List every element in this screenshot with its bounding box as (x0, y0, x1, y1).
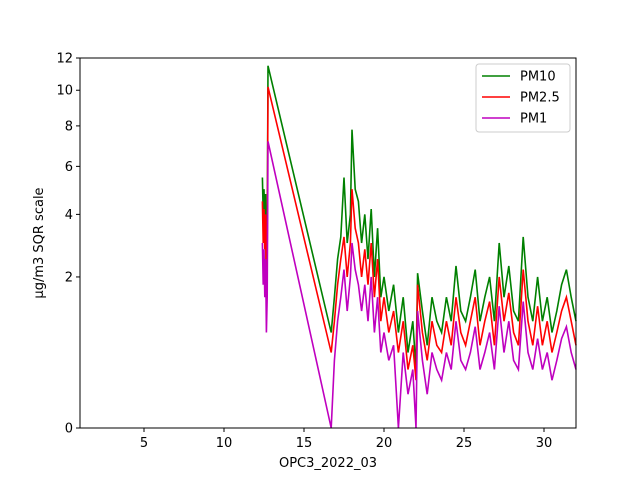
y-tick-label: 6 (65, 160, 73, 175)
series-line-pm25 (261, 86, 577, 381)
series-line-pm10 (261, 65, 577, 370)
series-layer (261, 65, 577, 429)
y-tick-label: 2 (65, 270, 73, 285)
series-line-pm1 (261, 141, 577, 429)
plot-frame (79, 57, 577, 429)
y-axis: 0 2 4 6 8 10 12 (56, 52, 80, 437)
y-tick-label: 4 (65, 208, 73, 223)
y-tick-label: 12 (56, 52, 73, 67)
legend-label: PM2.5 (520, 91, 560, 106)
legend-label: PM1 (520, 112, 547, 127)
x-tick-label: 25 (456, 436, 473, 451)
y-tick-label: 8 (65, 119, 73, 134)
y-axis-label: µg/m3 SQR scale (32, 187, 47, 298)
x-tick-label: 10 (216, 436, 233, 451)
x-tick-label: 15 (296, 436, 313, 451)
y-tick-label: 10 (56, 84, 73, 99)
legend-box (475, 63, 571, 133)
y-tick-label: 0 (65, 422, 73, 437)
legend-label: PM10 (520, 70, 556, 85)
x-tick-label: 30 (536, 436, 553, 451)
x-axis-label: OPC3_2022_03 (279, 456, 377, 471)
x-tick-label: 20 (376, 436, 393, 451)
x-tick-label: 5 (140, 436, 148, 451)
legend: PM10 PM2.5 PM1 (475, 63, 571, 133)
x-axis: 5 10 15 20 25 30 (140, 428, 552, 451)
